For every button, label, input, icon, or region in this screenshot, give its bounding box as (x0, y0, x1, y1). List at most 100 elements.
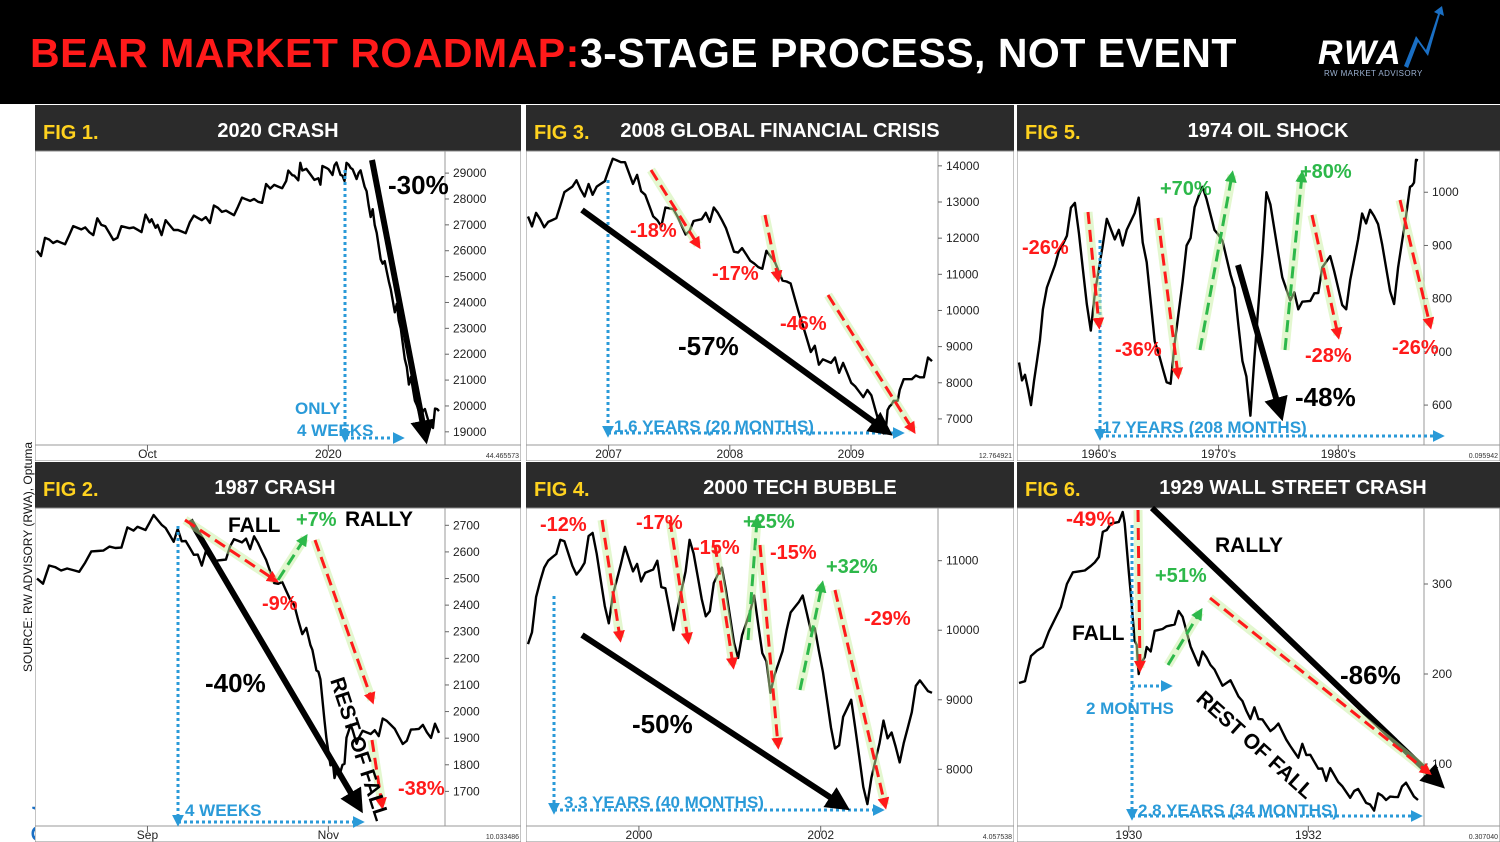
annotation-decline: -49% (1066, 508, 1115, 531)
y-tick-label: 1700 (453, 784, 480, 798)
annotation-decline: -17% (636, 512, 683, 534)
chart-panel-fig3: FIG 3. 2008 GLOBAL FINANCIAL CRISIS 7000 80… (526, 105, 1014, 461)
trend-arrow (1235, 264, 1288, 422)
y-tick-label: 19000 (453, 425, 487, 439)
annotation-label: FALL (1072, 622, 1125, 645)
x-tick-label: 2000 (626, 828, 653, 842)
scale-readout: 0.307040 (1469, 834, 1498, 841)
y-tick-label: 23000 (453, 321, 487, 335)
trend-arrow (580, 207, 893, 436)
rally-arrow (746, 515, 763, 641)
annotation-decline: -12% (540, 514, 587, 536)
header-bar: BEAR MARKET ROADMAP: 3-STAGE PROCESS, NO… (0, 0, 1500, 104)
annotation-decline: -46% (780, 313, 827, 335)
x-tick-label: 1932 (1295, 828, 1322, 842)
scale-readout: 12.764921 (979, 453, 1012, 460)
annotation-decline: -15% (770, 542, 817, 564)
annotation-rally: +7% (296, 509, 337, 531)
fig-label: FIG 5. (1025, 122, 1081, 144)
price-line (36, 513, 441, 780)
scale-readout: 0.095942 (1469, 453, 1498, 460)
chart-svg: FIG 5. 1974 OIL SHOCK 600 700 800 900 1000 1960… (1017, 105, 1500, 461)
title-red: BEAR MARKET ROADMAP: (30, 30, 580, 76)
y-tick-label: 11000 (946, 267, 979, 281)
y-tick-label: 21000 (453, 373, 487, 387)
trend-arrow (187, 518, 363, 814)
annotation-decline: -36% (1115, 339, 1162, 361)
y-tick-label: 300 (1432, 577, 1452, 591)
x-tick-label: Sep (137, 828, 159, 842)
x-tick-label: Nov (318, 828, 339, 842)
y-tick-label: 600 (1432, 398, 1452, 412)
chart-panel-fig2: FIG 2. 1987 CRASH 1700 1800 1900 2000 2100 2200… (35, 462, 521, 842)
annotation-label: FALL (228, 514, 281, 537)
y-tick-label: 2500 (453, 572, 480, 586)
logo-text: RWA (1318, 34, 1403, 72)
chart-panel-fig5: FIG 5. 1974 OIL SHOCK 600 700 800 900 1000 1960… (1017, 105, 1500, 461)
decline-arrow (600, 519, 625, 643)
decline-arrow (370, 739, 387, 810)
y-tick-label: 25000 (453, 270, 487, 284)
x-tick-label: Oct (138, 447, 157, 461)
annotation-decline_total: -40% (205, 668, 266, 698)
y-tick-label: 9000 (946, 340, 973, 354)
title-bar (526, 105, 1014, 151)
y-tick-label: 20000 (453, 399, 487, 413)
rally-arrow (276, 533, 308, 581)
annotation-decline: -17% (712, 263, 759, 285)
annotation-duration: 17 YEARS (208 MONTHS) (1102, 418, 1307, 437)
y-tick-label: 2200 (453, 651, 480, 665)
x-tick-label: 2007 (595, 447, 622, 461)
decline-arrow (758, 544, 784, 750)
plot-frame (526, 150, 1014, 461)
annotation-decline_total: -50% (632, 709, 693, 739)
y-tick-label: 2100 (453, 678, 480, 692)
y-tick-label: 7000 (946, 412, 973, 426)
fig-label: FIG 1. (43, 122, 99, 144)
chart-svg: FIG 6. 1929 WALL STREET CRASH 100 200 300 193… (1017, 462, 1500, 842)
price-line (36, 161, 440, 430)
y-tick-label: 28000 (453, 192, 487, 206)
decline-arrow (833, 589, 890, 810)
annotation-rally: +32% (826, 556, 878, 578)
annotation-rally: +70% (1160, 178, 1212, 200)
x-tick-label: 1960's (1081, 447, 1116, 461)
y-tick-label: 200 (1432, 667, 1452, 681)
plot-frame (1017, 507, 1500, 842)
plot-frame (35, 150, 521, 461)
y-tick-label: 900 (1432, 238, 1452, 252)
annotation-decline: -28% (1305, 345, 1352, 367)
decline-arrow (1209, 596, 1432, 775)
chart-panel-fig4: FIG 4. 2000 TECH BUBBLE 8000 9000 10000 11000… (526, 462, 1014, 842)
y-tick-label: 2600 (453, 545, 480, 559)
title-bar (1017, 105, 1500, 151)
chart-svg: FIG 2. 1987 CRASH 1700 1800 1900 2000 2100 2200… (35, 462, 521, 842)
annotation-duration: 4 WEEKS (297, 421, 374, 440)
fig-label: FIG 2. (43, 479, 99, 501)
y-tick-label: 10000 (946, 303, 980, 317)
decline-arrow (826, 294, 916, 435)
chart-svg: FIG 1. 2020 CRASH 19000 20000 21000 22000 2300… (35, 105, 521, 461)
annotation-decline_total: -57% (678, 331, 739, 361)
y-tick-label: 9000 (946, 693, 973, 707)
trend-arrow (369, 159, 435, 445)
annotation-decline: -9% (262, 593, 298, 615)
y-tick-label: 1900 (453, 731, 480, 745)
scale-readout: 44.465573 (486, 453, 519, 460)
scale-readout: 4.057538 (983, 834, 1012, 841)
y-tick-label: 100 (1432, 757, 1452, 771)
rally-arrow (1283, 170, 1308, 351)
fig-label: FIG 4. (534, 479, 590, 501)
annotation-duration: 2 MONTHS (1086, 699, 1174, 718)
y-tick-label: 2700 (453, 518, 480, 532)
annotation-decline_total: -86% (1340, 660, 1401, 690)
annotation-duration: 1.6 YEARS (20 MONTHS) (614, 417, 814, 436)
annotation-rally: +80% (1300, 161, 1352, 183)
y-tick-label: 800 (1432, 292, 1452, 306)
decline-arrow (184, 518, 279, 583)
y-tick-label: 11000 (946, 554, 979, 568)
decline-arrow (763, 214, 783, 283)
y-tick-label: 29000 (453, 166, 487, 180)
annotation-duration: ONLY (295, 399, 341, 418)
chart-panel-fig6: FIG 6. 1929 WALL STREET CRASH 100 200 300 193… (1017, 462, 1500, 842)
